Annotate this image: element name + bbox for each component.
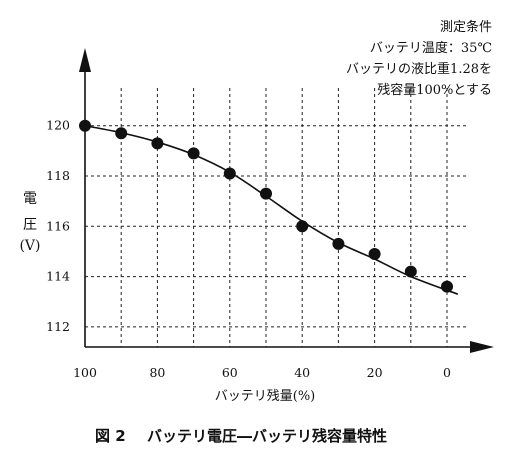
data-point — [404, 265, 417, 278]
tick-labels: 112 114 116 118 120 100 80 60 40 20 0 — [46, 118, 451, 380]
data-point — [151, 137, 164, 150]
data-point — [115, 127, 128, 140]
data-point — [260, 187, 272, 200]
data-point — [296, 220, 309, 233]
measurement-conditions: 測定条件 バッテリ温度：35℃ バッテリの液比重1.28を 残容量100%とする — [346, 19, 492, 98]
caption-text: バッテリ電圧―バッテリ残容量特性 — [147, 427, 387, 445]
figure-caption: 図 2 バッテリ電圧―バッテリ残容量特性 — [95, 427, 387, 445]
data-point — [368, 247, 381, 260]
grid-lines — [85, 88, 467, 347]
x-tick-label: 40 — [294, 365, 310, 380]
y-label-char-2: 圧 — [23, 217, 37, 233]
y-label-char-3: (V) — [19, 238, 40, 254]
data-points — [79, 119, 453, 293]
x-tick-label: 20 — [367, 365, 383, 380]
conditions-line-1: バッテリ温度：35℃ — [370, 40, 492, 56]
conditions-line-2: バッテリの液比重1.28を — [346, 61, 492, 77]
conditions-line-3: 残容量100%とする — [377, 82, 492, 98]
data-point — [332, 237, 345, 250]
x-tick-label: 0 — [443, 365, 451, 380]
y-tick-label: 114 — [46, 269, 70, 284]
y-label-char-1: 電 — [23, 191, 37, 207]
fit-curve — [84, 124, 459, 295]
conditions-heading: 測定条件 — [440, 19, 492, 35]
y-tick-label: 112 — [46, 319, 70, 334]
y-tick-label: 116 — [46, 218, 70, 233]
x-tick-label: 80 — [149, 365, 165, 380]
y-tick-label: 120 — [46, 118, 70, 133]
x-axis-label: バッテリ残量(%) — [215, 389, 316, 404]
x-tick-label: 100 — [73, 365, 97, 380]
data-point — [441, 280, 453, 293]
y-tick-label: 118 — [46, 168, 70, 183]
x-tick-label: 60 — [222, 365, 238, 380]
caption-number: 図 2 — [95, 427, 126, 445]
y-axis-label: 電 圧 (V) — [19, 191, 40, 254]
x-axis-arrow — [470, 341, 494, 353]
data-point — [223, 167, 236, 180]
data-point — [187, 147, 200, 160]
y-axis-arrow — [79, 48, 91, 72]
axes — [79, 48, 494, 353]
